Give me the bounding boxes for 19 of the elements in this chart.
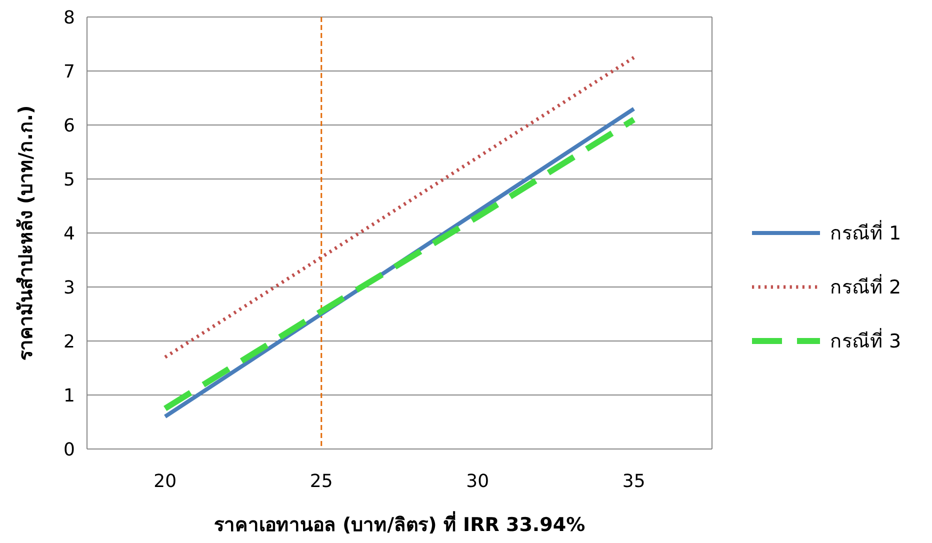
y-tick-label: 3	[64, 277, 75, 298]
x-tick-label: 30	[466, 471, 490, 492]
legend-label: กรณีที่ 3	[830, 328, 902, 353]
y-tick-label: 0	[64, 439, 75, 460]
y-tick-label: 7	[64, 61, 75, 82]
y-axis-title: ราคามันสำปะหลัง (บาท/ก.ก.)	[15, 105, 37, 361]
legend-label: กรณีที่ 1	[830, 220, 902, 245]
x-tick-label: 20	[154, 471, 177, 492]
y-tick-label: 2	[64, 331, 75, 352]
y-tick-label: 1	[64, 385, 75, 406]
x-tick-label: 35	[622, 471, 646, 492]
line-series	[163, 56, 636, 359]
y-tick-label: 8	[64, 7, 75, 28]
y-tick-label: 5	[64, 169, 75, 190]
y-tick-label: 4	[64, 223, 75, 244]
x-tick-label: 25	[310, 471, 333, 492]
legend-label: กรณีที่ 2	[830, 274, 902, 299]
x-axis-title: ราคาเอทานอล (บาท/ลิตร) ที่ IRR 33.94%	[214, 511, 586, 536]
y-tick-label: 6	[64, 115, 75, 136]
